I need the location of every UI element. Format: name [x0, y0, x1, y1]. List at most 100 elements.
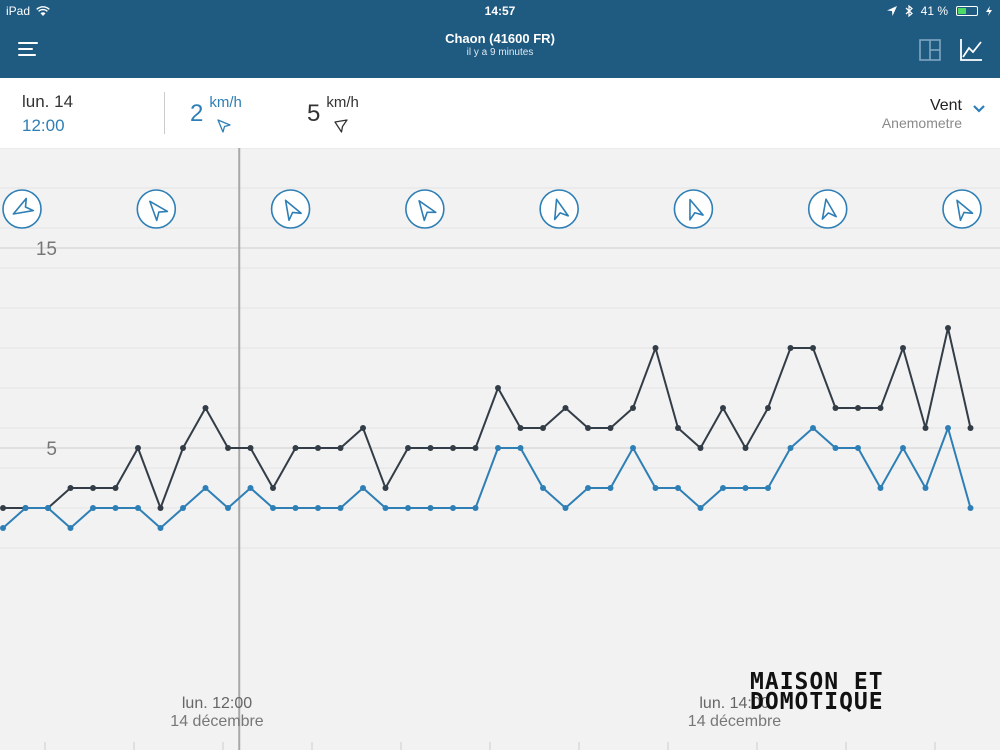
- gust-point: [517, 425, 524, 431]
- average-point: [112, 505, 119, 511]
- divider: [164, 92, 165, 134]
- gust-point: [630, 405, 636, 411]
- average-point: [585, 485, 591, 491]
- nav-bar: Chaon (41600 FR) il y a 9 minutes: [0, 22, 1000, 78]
- page-title: Chaon (41600 FR): [445, 31, 555, 46]
- average-point: [382, 505, 389, 511]
- average-point: [225, 505, 231, 511]
- menu-button[interactable]: [18, 42, 38, 58]
- sensor-subtitle[interactable]: Anemometre: [881, 115, 962, 131]
- average-point: [765, 485, 771, 491]
- y-tick-label: 5: [46, 439, 57, 460]
- wind-direction-circle: [2, 189, 42, 229]
- average-point: [135, 505, 141, 511]
- average-point: [450, 505, 456, 511]
- gust-point: [405, 445, 411, 451]
- wind-direction-circle: [270, 189, 311, 229]
- location-icon: [886, 6, 897, 16]
- info-bar: lun. 14 12:00 2 km/h 5 km/h Vent Anemome…: [0, 78, 1000, 148]
- average-point: [607, 485, 614, 491]
- wind-direction-arrow: [284, 199, 302, 222]
- gust-point: [922, 425, 929, 431]
- average-point: [405, 505, 411, 511]
- gust-point: [112, 485, 119, 491]
- bluetooth-icon: [905, 5, 913, 17]
- average-point: [315, 505, 321, 511]
- average-point: [247, 485, 254, 491]
- gust-point: [720, 405, 726, 411]
- gust-point: [382, 485, 389, 491]
- wind-direction-icon: [539, 189, 579, 229]
- gust-point: [450, 445, 456, 451]
- charging-icon: [986, 6, 992, 16]
- sensor-title[interactable]: Vent: [929, 97, 962, 114]
- gust-point: [247, 445, 254, 451]
- selected-day: lun. 14: [22, 92, 74, 111]
- battery-percent: 41 %: [920, 4, 948, 18]
- x-axis-label: lun. 12:00: [182, 695, 252, 712]
- gust-point: [202, 405, 209, 411]
- gust-point: [540, 425, 546, 431]
- average-point: [360, 485, 366, 491]
- gust-point: [292, 445, 299, 451]
- average-point: [180, 505, 186, 511]
- average-point: [697, 505, 704, 511]
- gust-point: [337, 445, 344, 451]
- wind-direction-icon: [673, 189, 714, 229]
- watermark-logo: MAISON ET DOMOTIQUE: [750, 669, 884, 715]
- average-point: [652, 485, 659, 491]
- average-point: [45, 505, 51, 511]
- chevron-down-icon[interactable]: [972, 104, 986, 114]
- gust-line: [3, 327, 972, 509]
- gust-point: [495, 385, 501, 391]
- gust-point: [270, 485, 276, 491]
- gust-point: [832, 405, 839, 411]
- average-point: [855, 445, 861, 451]
- clock: 14:57: [484, 4, 516, 18]
- layout-toggle-icon[interactable]: [917, 37, 943, 63]
- average-point: [540, 485, 546, 491]
- wind-direction-arrow: [12, 197, 35, 215]
- average-point: [157, 525, 164, 531]
- wind-gust: 5 km/h: [307, 94, 359, 133]
- wind-gust-unit: km/h: [326, 94, 359, 111]
- x-axis-date-label: 14 décembre: [688, 713, 781, 730]
- average-point: [472, 505, 479, 511]
- wind-direction-arrow: [553, 198, 570, 221]
- wind-direction-circle: [942, 189, 982, 229]
- gust-point: [877, 405, 884, 411]
- gust-point: [675, 425, 681, 431]
- y-tick-label: 15: [36, 239, 57, 260]
- average-point: [90, 505, 96, 511]
- gust-point: [427, 445, 434, 451]
- wind-direction-circle: [405, 189, 445, 229]
- average-point: [202, 485, 209, 491]
- wind-average-unit: km/h: [209, 94, 242, 111]
- average-point: [495, 445, 501, 451]
- gust-point: [562, 405, 569, 411]
- carrier-label: iPad: [6, 4, 31, 18]
- gust-point: [742, 445, 749, 451]
- average-point: [720, 485, 726, 491]
- gust-point: [472, 445, 479, 451]
- average-point: [810, 425, 816, 431]
- gust-point: [315, 445, 321, 451]
- status-bar: iPad 14:57 41 %: [0, 0, 1000, 22]
- average-point: [292, 505, 299, 511]
- chart-icon[interactable]: [958, 37, 984, 63]
- wind-direction-circle: [673, 189, 714, 229]
- gust-point: [945, 325, 951, 331]
- average-point: [832, 445, 839, 451]
- average-point: [337, 505, 344, 511]
- selected-time: 12:00: [22, 116, 65, 135]
- average-point: [967, 505, 974, 511]
- gust-point: [652, 345, 659, 351]
- average-point: [427, 505, 434, 511]
- gust-point: [0, 505, 6, 511]
- wind-direction-icon: [942, 189, 982, 229]
- average-point: [675, 485, 681, 491]
- average-point: [945, 425, 951, 431]
- wind-direction-arrow: [418, 200, 437, 222]
- battery-icon: [956, 6, 978, 16]
